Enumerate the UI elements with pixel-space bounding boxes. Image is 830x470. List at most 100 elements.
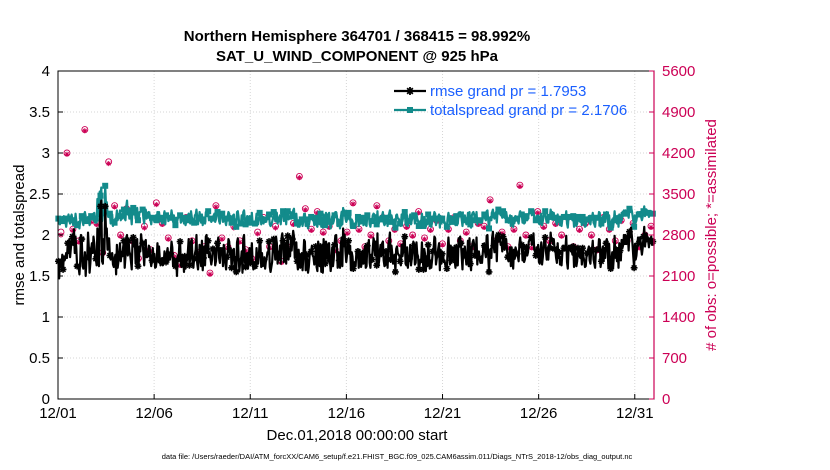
rmse-point bbox=[448, 257, 455, 264]
rmse-point bbox=[218, 247, 226, 254]
rmse-point bbox=[73, 262, 81, 270]
spread-point bbox=[542, 208, 549, 215]
obs-assimilated-point bbox=[219, 236, 225, 242]
rmse-point bbox=[574, 244, 582, 252]
footnote: data file: /Users/raeder/DAI/ATM_forcXX/… bbox=[162, 452, 633, 461]
spread-point bbox=[649, 210, 656, 217]
spread-point bbox=[457, 211, 464, 218]
rmse-point bbox=[368, 256, 376, 263]
rmse-point bbox=[106, 252, 114, 259]
rmse-point bbox=[420, 266, 427, 273]
rmse-point bbox=[640, 233, 647, 241]
spread-point bbox=[233, 223, 240, 230]
obs-assimilated-point bbox=[302, 207, 308, 213]
rmse-point bbox=[513, 250, 521, 258]
rmse-point bbox=[143, 251, 151, 259]
rmse-point bbox=[466, 260, 474, 268]
y-left-tick-label: 0.5 bbox=[29, 350, 50, 367]
rmse-point bbox=[312, 243, 320, 250]
rmse-point bbox=[602, 239, 610, 247]
rmse-point bbox=[139, 239, 147, 247]
obs-assimilated-point bbox=[76, 239, 82, 245]
obs-assimilated-point bbox=[535, 210, 541, 216]
spread-point bbox=[401, 209, 408, 216]
spread-point bbox=[191, 219, 198, 226]
spread-point bbox=[420, 222, 427, 229]
spread-point bbox=[134, 217, 141, 224]
rmse-point bbox=[494, 231, 502, 239]
legend-spread-label: totalspread grand pr = 2.1706 bbox=[430, 102, 627, 119]
obs-assimilated-point bbox=[439, 242, 446, 248]
rmse-point bbox=[265, 238, 273, 245]
spread-point bbox=[467, 221, 474, 228]
x-tick-label: 12/26 bbox=[520, 405, 558, 422]
obs-assimilated-point bbox=[553, 221, 559, 228]
y-left-tick-label: 3.5 bbox=[29, 104, 50, 121]
rmse-point bbox=[195, 257, 203, 264]
rmse-point bbox=[527, 234, 535, 241]
obs-assimilated-point bbox=[576, 227, 583, 233]
spread-point bbox=[500, 208, 507, 215]
spread-point bbox=[219, 210, 226, 217]
spread-point bbox=[462, 217, 469, 224]
spread-point bbox=[139, 206, 146, 213]
y-right-tick-label: 4900 bbox=[662, 104, 695, 121]
rmse-point bbox=[583, 249, 591, 257]
x-axis-label: Dec.01,2018 00:00:00 start bbox=[267, 427, 449, 444]
rmse-point bbox=[134, 262, 142, 270]
rmse-point bbox=[485, 268, 493, 276]
spread-point bbox=[200, 216, 207, 223]
obs-assimilated-point bbox=[344, 230, 350, 236]
rmse-point bbox=[209, 245, 217, 253]
rmse-point bbox=[270, 235, 278, 243]
rmse-point bbox=[644, 236, 652, 244]
rmse-point bbox=[92, 255, 100, 263]
rmse-point bbox=[579, 244, 587, 252]
x-tick-label: 12/21 bbox=[424, 405, 462, 422]
rmse-point bbox=[228, 264, 235, 272]
spread-point bbox=[443, 223, 450, 230]
spread-point bbox=[364, 212, 371, 219]
spread-point bbox=[392, 224, 399, 231]
obs-assimilated-point bbox=[117, 233, 124, 239]
rmse-point bbox=[317, 243, 324, 250]
rmse-point bbox=[260, 256, 268, 263]
rmse-point bbox=[377, 250, 385, 258]
spread-point bbox=[251, 220, 258, 227]
rmse-point bbox=[162, 258, 170, 266]
obs-assimilated-point bbox=[320, 230, 326, 236]
rmse-point bbox=[415, 266, 423, 273]
rmse-point bbox=[237, 257, 245, 264]
rmse-point bbox=[115, 249, 123, 257]
rmse-point bbox=[626, 228, 633, 236]
obs-assimilated-point bbox=[368, 233, 374, 239]
rmse-point bbox=[551, 245, 558, 253]
obs-assimilated-point bbox=[64, 151, 70, 157]
legend: rmse grand pr = 1.7953 totalspread grand… bbox=[394, 83, 627, 119]
rmse-point bbox=[157, 257, 165, 265]
spread-point bbox=[617, 214, 624, 221]
obs-assimilated-point bbox=[404, 224, 410, 230]
spread-point bbox=[331, 212, 338, 219]
rmse-point bbox=[560, 244, 568, 252]
spread-point bbox=[635, 211, 642, 218]
x-tick-label: 12/11 bbox=[232, 405, 268, 422]
spread-point bbox=[256, 209, 263, 216]
rmse-point bbox=[607, 265, 615, 273]
rmse-point bbox=[307, 248, 315, 255]
rmse-point bbox=[611, 252, 619, 259]
rmse-point bbox=[490, 242, 498, 250]
rmse-point bbox=[321, 260, 329, 268]
rmse-point bbox=[396, 257, 404, 265]
y-left-tick-label: 3 bbox=[42, 145, 50, 162]
spread-point bbox=[373, 221, 380, 228]
legend-spread-swatch-marker bbox=[407, 107, 413, 113]
spread-point bbox=[74, 222, 81, 229]
spread-point bbox=[528, 208, 535, 215]
obs-assimilated-point bbox=[505, 245, 511, 251]
rmse-point bbox=[335, 257, 343, 264]
rmse-point bbox=[279, 237, 287, 245]
obs-assimilated-point bbox=[374, 204, 380, 210]
obs-assimilated-point bbox=[517, 183, 523, 189]
rmse-point bbox=[153, 257, 161, 264]
